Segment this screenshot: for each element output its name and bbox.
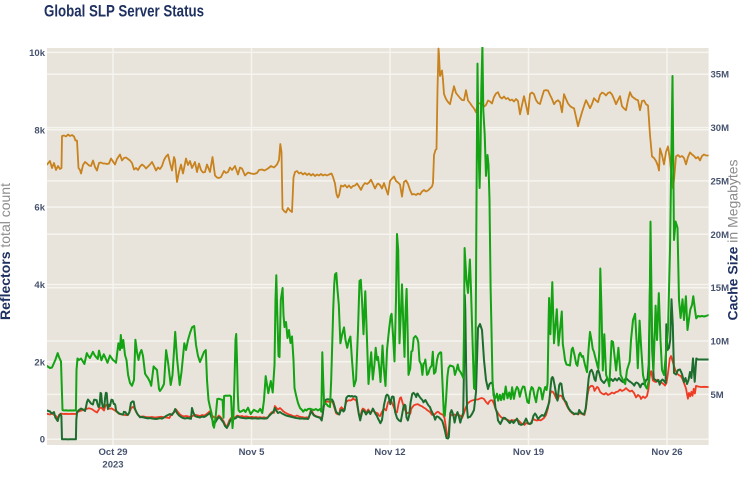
svg-text:Global SLP Server Status: Global SLP Server Status (44, 3, 204, 21)
svg-text:2023: 2023 (102, 460, 123, 471)
svg-text:6k: 6k (34, 203, 45, 214)
svg-text:15M: 15M (711, 283, 730, 294)
svg-text:30M: 30M (711, 123, 730, 134)
svg-text:10M: 10M (711, 337, 730, 348)
svg-text:5M: 5M (711, 390, 724, 401)
svg-text:Nov 5: Nov 5 (239, 447, 266, 458)
svg-text:4k: 4k (34, 280, 45, 291)
svg-text:Nov 19: Nov 19 (513, 447, 544, 458)
svg-text:25M: 25M (711, 176, 730, 187)
svg-text:0: 0 (40, 435, 45, 446)
svg-text:Reflectors total count: Reflectors total count (0, 183, 13, 320)
svg-text:Oct 29: Oct 29 (98, 447, 127, 458)
svg-text:Cache Size in Megabytes: Cache Size in Megabytes (725, 159, 741, 320)
svg-text:35M: 35M (711, 70, 730, 81)
svg-text:10k: 10k (29, 48, 46, 59)
svg-text:20M: 20M (711, 230, 730, 241)
svg-text:2k: 2k (34, 357, 45, 368)
svg-text:Nov 26: Nov 26 (651, 447, 682, 458)
svg-text:Nov 12: Nov 12 (374, 447, 405, 458)
svg-text:8k: 8k (34, 125, 45, 136)
